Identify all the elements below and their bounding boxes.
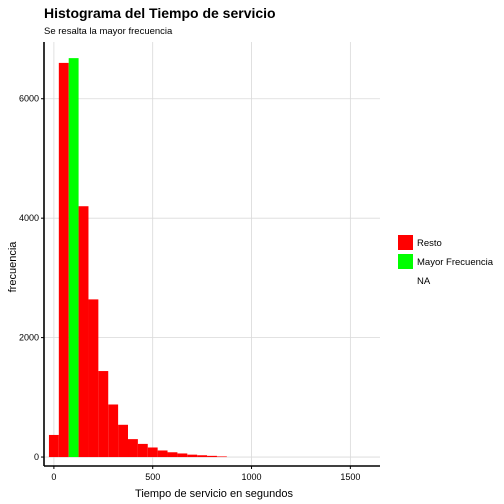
legend-swatch: [398, 254, 413, 269]
histogram-bar: [158, 450, 168, 457]
legend-swatch: [398, 273, 413, 288]
histogram-bar: [69, 58, 79, 457]
histogram-bar: [168, 452, 178, 457]
histogram-bar: [138, 444, 148, 457]
chart-title: Histograma del Tiempo de servicio: [44, 5, 276, 21]
y-tick-label: 6000: [19, 94, 39, 104]
y-tick-label: 4000: [19, 213, 39, 223]
histogram-bar: [118, 425, 128, 457]
x-tick-label: 1000: [242, 472, 262, 482]
legend-label: Resto: [417, 238, 442, 249]
x-tick-label: 500: [145, 472, 160, 482]
histogram-bar: [88, 299, 98, 457]
y-tick-label: 0: [34, 452, 39, 462]
legend-label: NA: [417, 276, 431, 287]
histogram-bar: [108, 404, 118, 457]
chart-subtitle: Se resalta la mayor frecuencia: [44, 26, 173, 37]
y-axis-label: frecuencia: [7, 241, 19, 293]
histogram-bar: [197, 455, 207, 457]
histogram-bar: [148, 447, 158, 457]
y-tick-label: 2000: [19, 333, 39, 343]
histogram-bars: [49, 58, 227, 457]
histogram-bar: [59, 63, 69, 457]
histogram-bar: [177, 453, 187, 457]
x-tick-label: 1500: [340, 472, 360, 482]
histogram-bar: [98, 371, 108, 457]
histogram-bar: [217, 456, 227, 457]
histogram-bar: [49, 435, 59, 457]
histogram-bar: [128, 439, 138, 457]
x-axis-label: Tiempo de servicio en segundos: [135, 488, 293, 500]
histogram-bar: [187, 455, 197, 457]
legend: Resto Mayor Frecuencia NA: [398, 235, 494, 288]
histogram-bar: [207, 456, 217, 457]
histogram-bar: [79, 206, 89, 457]
x-tick-label: 0: [51, 472, 56, 482]
legend-swatch: [398, 235, 413, 250]
legend-label: Mayor Frecuencia: [417, 257, 494, 268]
